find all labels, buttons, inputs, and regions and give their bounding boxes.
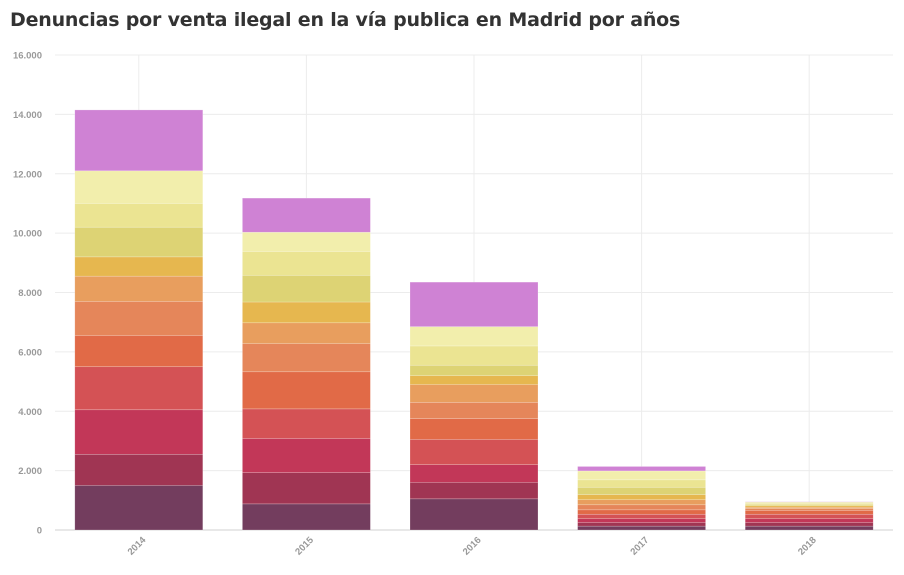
bar-segment-2016-10[interactable]: [409, 345, 539, 366]
bar-segment-2017-12[interactable]: [577, 466, 706, 472]
bar-segment-2017-4[interactable]: [577, 513, 706, 520]
bar-segment-2016-12[interactable]: [409, 281, 539, 327]
x-tick-label: 2015: [293, 534, 316, 557]
y-tick-label: 14.000: [13, 110, 42, 121]
bar-segment-2015-7[interactable]: [242, 322, 371, 344]
y-tick-label: 4.000: [18, 407, 42, 418]
bar-segment-2015-5[interactable]: [242, 371, 371, 410]
bar-segment-2017-10[interactable]: [577, 479, 706, 488]
bar-segment-2014-5[interactable]: [74, 335, 204, 368]
y-tick-label: 16.000: [13, 51, 42, 62]
bar-segment-2014-1[interactable]: [74, 485, 204, 531]
bar-segment-2014-7[interactable]: [74, 275, 204, 302]
bar-segment-2016-2[interactable]: [409, 482, 539, 500]
x-axis: 2014 2015 2016 2017 2018: [126, 534, 819, 557]
bar-segment-2017-5[interactable]: [577, 509, 706, 515]
bar-segment-2015-11[interactable]: [242, 231, 371, 252]
bar-segment-2017-6[interactable]: [577, 504, 706, 511]
bar-segment-2014-3[interactable]: [74, 409, 204, 455]
x-tick-label: 2018: [796, 535, 819, 558]
bar-segment-2015-8[interactable]: [242, 301, 371, 324]
bar-segment-2014-11[interactable]: [74, 170, 204, 204]
bar-segment-2015-9[interactable]: [242, 274, 371, 303]
bar-segment-2014-12[interactable]: [74, 109, 204, 172]
bar-segment-2015-4[interactable]: [242, 408, 371, 439]
bar-segment-2016-9[interactable]: [409, 364, 539, 376]
bar-segment-2017-8[interactable]: [577, 494, 706, 501]
bar-segment-2016-6[interactable]: [409, 402, 539, 419]
bar-segment-2014-8[interactable]: [74, 256, 204, 277]
bar-segment-2016-3[interactable]: [409, 464, 539, 483]
bar-segment-2015-6[interactable]: [242, 343, 371, 373]
bar-segment-2018-5[interactable]: [744, 510, 874, 515]
bar-segment-2014-2[interactable]: [74, 453, 204, 486]
bar-segment-2016-5[interactable]: [409, 418, 539, 440]
y-tick-label: 0: [37, 526, 42, 537]
bar-segment-2017-9[interactable]: [577, 486, 706, 495]
x-tick-label: 2016: [461, 535, 484, 558]
bar-segment-2017-3[interactable]: [577, 518, 706, 523]
bar-segment-2016-7[interactable]: [409, 384, 539, 403]
bar-segment-2015-12[interactable]: [242, 197, 371, 233]
y-axis: 0 2.000 4.000 6.000 8.000 10.000 12.000 14.000 1…: [13, 51, 42, 537]
bar-segment-2016-1[interactable]: [409, 498, 539, 531]
bar-segment-2015-1[interactable]: [242, 503, 371, 531]
y-tick-label: 12.000: [13, 169, 42, 180]
bar-segment-2014-10[interactable]: [74, 203, 204, 228]
bar-segment-2016-8[interactable]: [409, 375, 539, 385]
bar-segment-2015-2[interactable]: [242, 472, 371, 505]
y-tick-label: 2.000: [18, 466, 42, 477]
bar-segment-2016-11[interactable]: [409, 326, 539, 347]
bars-layer: [74, 109, 874, 531]
x-tick-label: 2017: [628, 535, 651, 558]
bar-segment-2014-4[interactable]: [74, 366, 204, 411]
bar-segment-2017-1[interactable]: [577, 525, 706, 531]
bar-segment-2014-6[interactable]: [74, 301, 204, 336]
bar-segment-2017-11[interactable]: [577, 470, 706, 481]
bar-segment-2015-3[interactable]: [242, 438, 371, 474]
bar-segment-2018-1[interactable]: [744, 525, 874, 531]
bar-segment-2015-10[interactable]: [242, 251, 371, 276]
y-tick-label: 10.000: [13, 229, 42, 240]
x-tick-label: 2014: [126, 534, 149, 557]
bar-segment-2014-9[interactable]: [74, 226, 204, 258]
bar-segment-2018-3[interactable]: [744, 518, 874, 523]
bar-segment-2018-2[interactable]: [744, 522, 874, 527]
y-tick-label: 6.000: [18, 347, 42, 358]
bar-segment-2017-7[interactable]: [577, 499, 706, 506]
chart-title: Denuncias por venta ilegal en la vía pub…: [10, 9, 681, 31]
bar-segment-2018-4[interactable]: [744, 513, 874, 520]
y-tick-label: 8.000: [18, 288, 42, 299]
bar-segment-2017-2[interactable]: [577, 522, 706, 527]
bar-segment-2016-4[interactable]: [409, 439, 539, 465]
